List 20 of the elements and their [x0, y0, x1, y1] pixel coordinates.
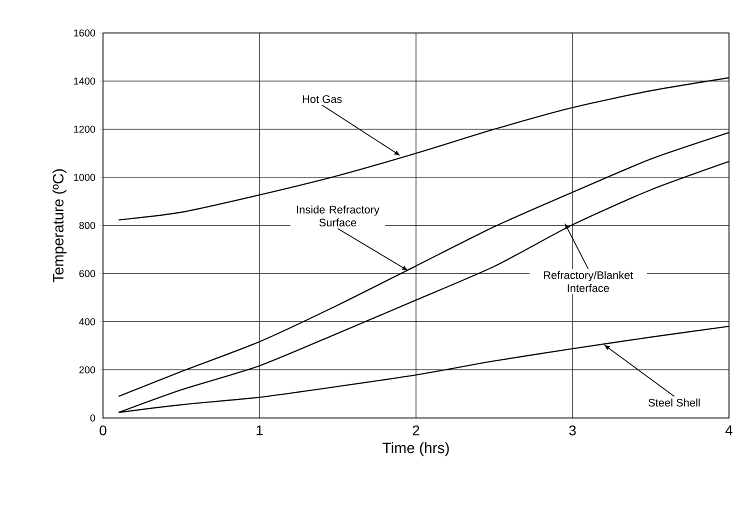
x-tick-label: 3: [569, 425, 576, 436]
annotation: Inside Refractory Surface: [297, 205, 380, 226]
x-tick-label: 0: [100, 425, 106, 436]
y-tick-label: 1000: [74, 174, 96, 181]
y-tick-label: 800: [79, 222, 96, 230]
y-tick-label: 200: [79, 366, 96, 374]
y-tick-label: 600: [79, 270, 96, 278]
y-tick-label: 0: [90, 414, 96, 422]
annotation: Steel Shell: [648, 398, 700, 407]
annotation: Refractory/Blanket Interface: [544, 270, 634, 292]
x-tick-label: 4: [725, 426, 732, 436]
x-tick-label: 2: [412, 425, 420, 436]
x-axis-title: Time (hrs): [382, 442, 449, 456]
y-tick-label: 400: [79, 318, 96, 326]
y-tick-label: 1400: [74, 78, 96, 85]
annotation: Hot Gas: [302, 95, 342, 103]
y-tick-label: 1600: [74, 29, 96, 37]
y-axis-title: Temperature (ºC): [52, 169, 66, 282]
y-tick-label: 1200: [74, 126, 96, 133]
x-tick-label: 1: [256, 426, 263, 436]
